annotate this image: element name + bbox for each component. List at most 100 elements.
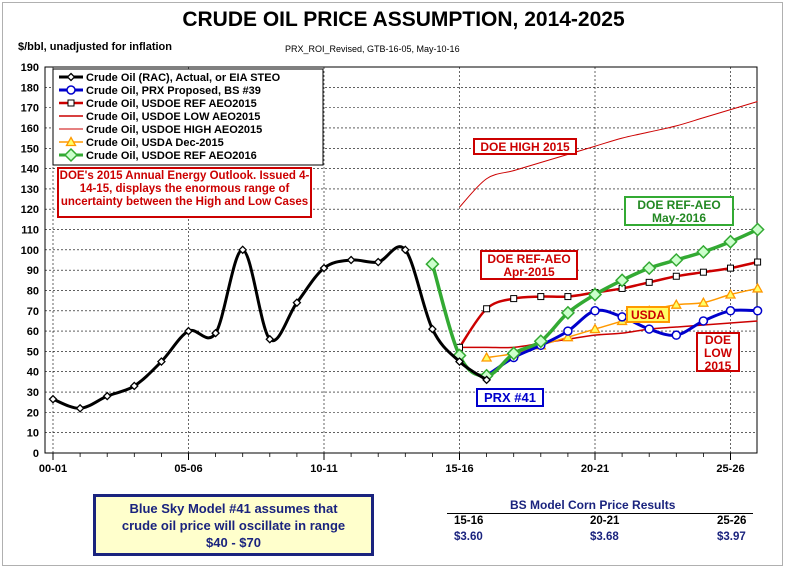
data-point (563, 326, 573, 336)
y-tick-label: 160 (21, 123, 39, 135)
data-point (184, 326, 193, 336)
label-doe-low: DOE LOW 2015 (696, 332, 740, 373)
data-point (699, 268, 707, 276)
corn-price-3: $3.97 (717, 531, 746, 543)
data-point (645, 278, 653, 286)
data-point (510, 295, 518, 303)
data-point (672, 272, 680, 280)
y-tick-label: 80 (27, 285, 39, 297)
y-tick-label: 20 (27, 407, 39, 419)
label-prx: PRX #41 (476, 388, 544, 407)
data-point (265, 334, 275, 344)
legend-entry: Crude Oil, USDOE REF AEO2015 (86, 98, 257, 110)
data-point (292, 298, 302, 308)
data-point (723, 234, 738, 249)
y-tick-label: 50 (27, 346, 39, 358)
data-point (156, 357, 166, 366)
y-tick-label: 100 (21, 245, 39, 257)
y-tick-label: 70 (27, 306, 39, 318)
data-point (482, 375, 492, 385)
blue-sky-note: Blue Sky Model #41 assumes that crude oi… (93, 494, 374, 556)
data-point (66, 72, 76, 82)
series-6 (425, 222, 765, 383)
legend-layer: Crude Oil (RAC), Actual, or EIA STEOCrud… (52, 68, 324, 166)
y-tick-label: 40 (27, 367, 39, 379)
data-point (373, 257, 383, 267)
data-point (427, 324, 437, 334)
y-tick-label: 190 (21, 62, 39, 74)
data-point (724, 288, 737, 299)
legend-entry: Crude Oil (RAC), Actual, or EIA STEO (86, 72, 281, 84)
data-point (727, 264, 734, 272)
data-point (48, 394, 58, 404)
data-point (537, 293, 545, 301)
legend-entry: Crude Oil, USDOE REF AEO2016 (86, 150, 257, 162)
corn-year-1: 15-16 (454, 515, 484, 527)
data-point (63, 147, 79, 163)
y-tick-label: 180 (21, 82, 39, 94)
source-label: PRX_ROI_Revised, GTB-16-05, May-10-16 (285, 44, 460, 54)
y-tick-label: 170 (21, 103, 39, 115)
data-point (725, 306, 736, 316)
data-point (750, 222, 765, 237)
blue-sky-line-2: crude oil price will oscillate in range (121, 518, 346, 533)
data-point (671, 330, 682, 340)
corn-year-3: 25-26 (717, 515, 747, 527)
blue-sky-line-3: $40 - $70 (206, 535, 261, 550)
legend-entry: Crude Oil, USDA Dec-2015 (86, 137, 224, 149)
data-point (506, 346, 521, 361)
series-2 (456, 258, 762, 351)
y-tick-label: 10 (27, 428, 39, 440)
x-tick-label: 15-16 (445, 463, 473, 475)
chart-title: CRUDE OIL PRICE ASSUMPTION, 2014-2025 (182, 8, 625, 31)
legend-entry: Crude Oil, USDOE HIGH AEO2015 (86, 124, 262, 136)
series-0 (48, 245, 492, 413)
legend-entry: Crude Oil, PRX Proposed, BS #39 (86, 85, 261, 97)
data-point (754, 258, 762, 266)
corn-price-2: $3.68 (590, 531, 619, 543)
legend-box (52, 68, 324, 166)
y-tick-label: 90 (27, 265, 39, 277)
x-tick-label: 20-21 (581, 463, 609, 475)
corn-year-2: 20-21 (590, 515, 620, 527)
series-4 (459, 101, 758, 208)
x-tick-label: 25-26 (716, 463, 744, 475)
unit-label: $/bbl, unadjusted for inflation (18, 41, 172, 53)
chart-frame (2, 2, 783, 566)
data-point (697, 296, 710, 307)
corn-results-rule (447, 513, 753, 514)
y-tick-label: 130 (21, 184, 39, 196)
data-point (587, 287, 603, 302)
data-point (319, 263, 329, 273)
blue-sky-line-1: Blue Sky Model #41 assumes that (129, 501, 338, 516)
data-point (533, 334, 548, 349)
data-point (238, 245, 248, 255)
data-point (642, 261, 657, 276)
data-point (455, 357, 464, 366)
y-tick-label: 150 (21, 143, 39, 155)
y-tick-label: 140 (21, 164, 39, 176)
data-point (696, 244, 711, 259)
data-point (564, 293, 572, 301)
data-point (65, 136, 77, 147)
data-point (562, 331, 574, 342)
y-tick-label: 30 (27, 387, 39, 399)
data-point (66, 85, 76, 95)
axis-layer: 0 10 20 30 40 50 60 70 80 90 100 110 120 130 140 150 160… (21, 62, 745, 475)
data-point (589, 323, 601, 334)
data-point (483, 305, 491, 313)
data-point (211, 328, 221, 338)
x-tick-label: 05-06 (174, 463, 202, 475)
data-point (698, 316, 709, 326)
data-point (670, 298, 682, 309)
data-point (102, 391, 112, 401)
y-tick-label: 60 (27, 326, 39, 338)
data-point (67, 99, 75, 107)
data-point (752, 306, 763, 316)
data-point (75, 403, 85, 413)
data-point (480, 351, 493, 362)
label-usda: USDA (626, 306, 670, 323)
series-layer (48, 101, 765, 413)
data-point (129, 381, 139, 391)
